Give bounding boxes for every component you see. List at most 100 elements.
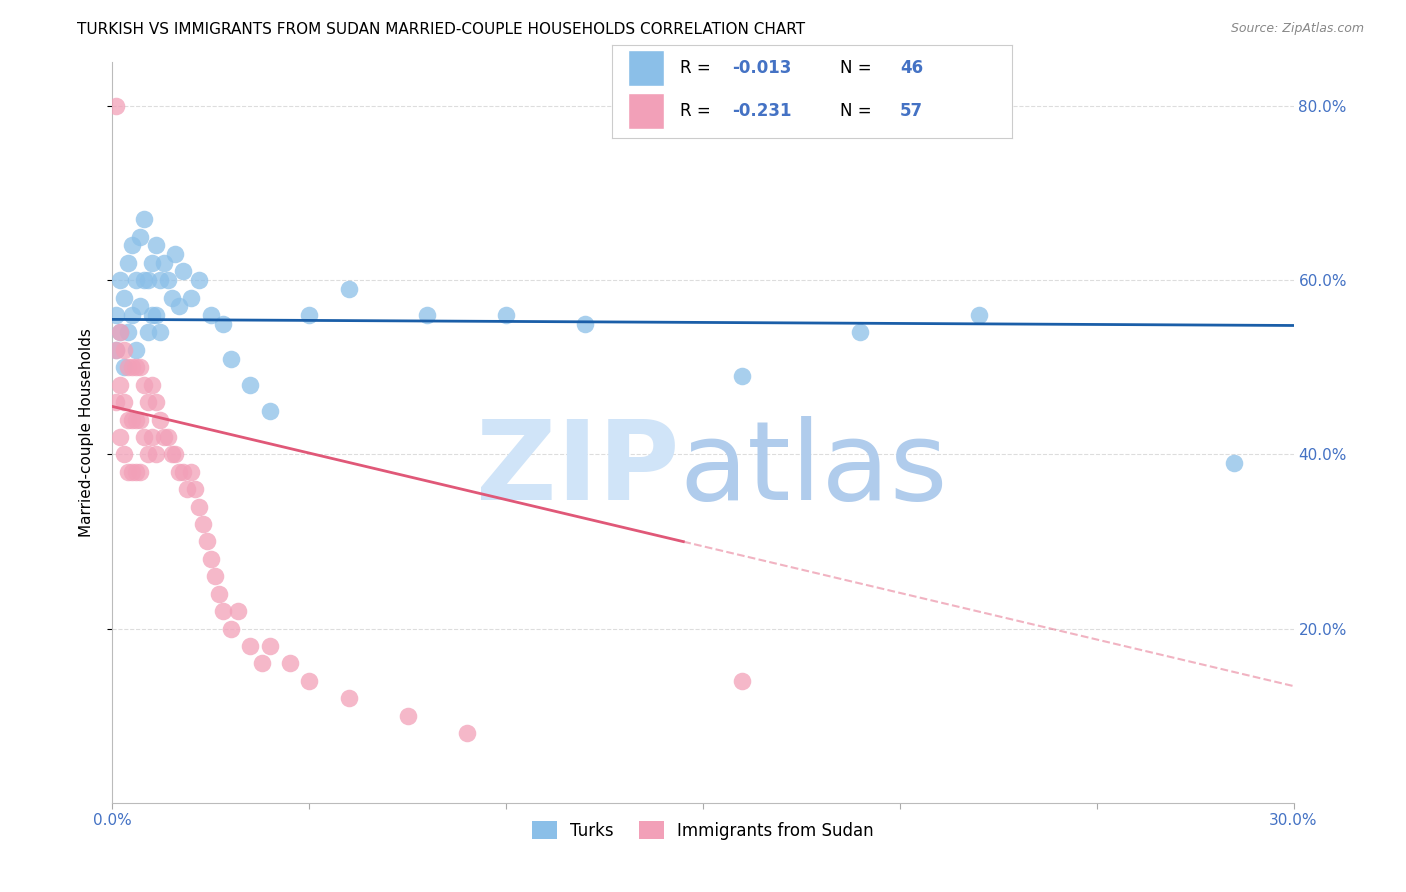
Point [121, 360, 143, 375]
Point [211, 317, 233, 331]
Point [110, 377, 132, 392]
Point [152, 430, 174, 444]
Point [211, 604, 233, 618]
Point [117, 256, 139, 270]
Point [191, 517, 214, 532]
Point [112, 447, 135, 461]
Point [141, 377, 163, 392]
Point [117, 465, 139, 479]
Point [1223, 456, 1246, 470]
Text: ZIP: ZIP [477, 417, 679, 523]
Text: N =: N = [839, 59, 877, 77]
Point [129, 465, 152, 479]
Point [145, 395, 167, 409]
Y-axis label: Married-couple Households: Married-couple Households [79, 328, 94, 537]
Bar [627, 94, 664, 129]
Point [132, 377, 155, 392]
Point [228, 604, 250, 618]
Point [396, 708, 419, 723]
Text: 46: 46 [900, 59, 924, 77]
Point [132, 212, 155, 227]
Point [204, 569, 226, 583]
Point [456, 726, 478, 740]
Point [219, 351, 242, 366]
Point [125, 360, 148, 375]
Text: R =: R = [679, 59, 716, 77]
Point [156, 273, 179, 287]
Point [172, 465, 194, 479]
Point [129, 229, 152, 244]
Text: 57: 57 [900, 102, 924, 120]
Point [117, 326, 139, 340]
Point [160, 291, 183, 305]
Point [169, 465, 191, 479]
Point [145, 308, 167, 322]
Point [129, 412, 152, 426]
Point [160, 447, 183, 461]
Point [278, 657, 301, 671]
Point [195, 534, 218, 549]
Point [141, 308, 163, 322]
Legend: Turks, Immigrants from Sudan: Turks, Immigrants from Sudan [526, 814, 880, 847]
Point [121, 412, 143, 426]
Text: Source: ZipAtlas.com: Source: ZipAtlas.com [1230, 22, 1364, 36]
Point [495, 308, 517, 322]
Point [149, 326, 172, 340]
Point [129, 360, 152, 375]
Point [145, 238, 167, 252]
Point [200, 308, 222, 322]
Point [200, 552, 222, 566]
Point [117, 360, 139, 375]
Text: TURKISH VS IMMIGRANTS FROM SUDAN MARRIED-COUPLE HOUSEHOLDS CORRELATION CHART: TURKISH VS IMMIGRANTS FROM SUDAN MARRIED… [77, 22, 806, 37]
Point [136, 447, 159, 461]
Point [121, 238, 143, 252]
Point [731, 369, 754, 384]
Point [849, 326, 872, 340]
Point [129, 299, 152, 313]
Text: -0.231: -0.231 [731, 102, 792, 120]
Point [125, 465, 148, 479]
Point [239, 377, 262, 392]
Point [141, 256, 163, 270]
Point [132, 430, 155, 444]
Point [112, 343, 135, 357]
Point [149, 412, 172, 426]
Text: atlas: atlas [679, 417, 948, 523]
Point [125, 273, 148, 287]
Point [180, 465, 202, 479]
Point [105, 395, 128, 409]
Point [105, 343, 128, 357]
Point [112, 291, 135, 305]
Text: N =: N = [839, 102, 877, 120]
Point [219, 622, 242, 636]
Point [298, 308, 321, 322]
Point [165, 247, 187, 261]
Point [110, 273, 132, 287]
Point [967, 308, 990, 322]
Point [105, 308, 128, 322]
Point [176, 482, 198, 496]
Point [141, 430, 163, 444]
Point [121, 465, 143, 479]
Point [184, 482, 207, 496]
Point [188, 273, 211, 287]
Point [298, 673, 321, 688]
Point [337, 282, 360, 296]
Point [110, 326, 132, 340]
Point [180, 291, 202, 305]
Point [112, 395, 135, 409]
Text: R =: R = [679, 102, 716, 120]
Point [145, 447, 167, 461]
Point [105, 99, 128, 113]
Point [416, 308, 439, 322]
Point [121, 308, 143, 322]
Point [125, 412, 148, 426]
Point [110, 326, 132, 340]
Point [169, 299, 191, 313]
Point [208, 587, 231, 601]
Point [110, 430, 132, 444]
Point [574, 317, 596, 331]
Point [259, 404, 281, 418]
Point [112, 360, 135, 375]
Point [731, 673, 754, 688]
